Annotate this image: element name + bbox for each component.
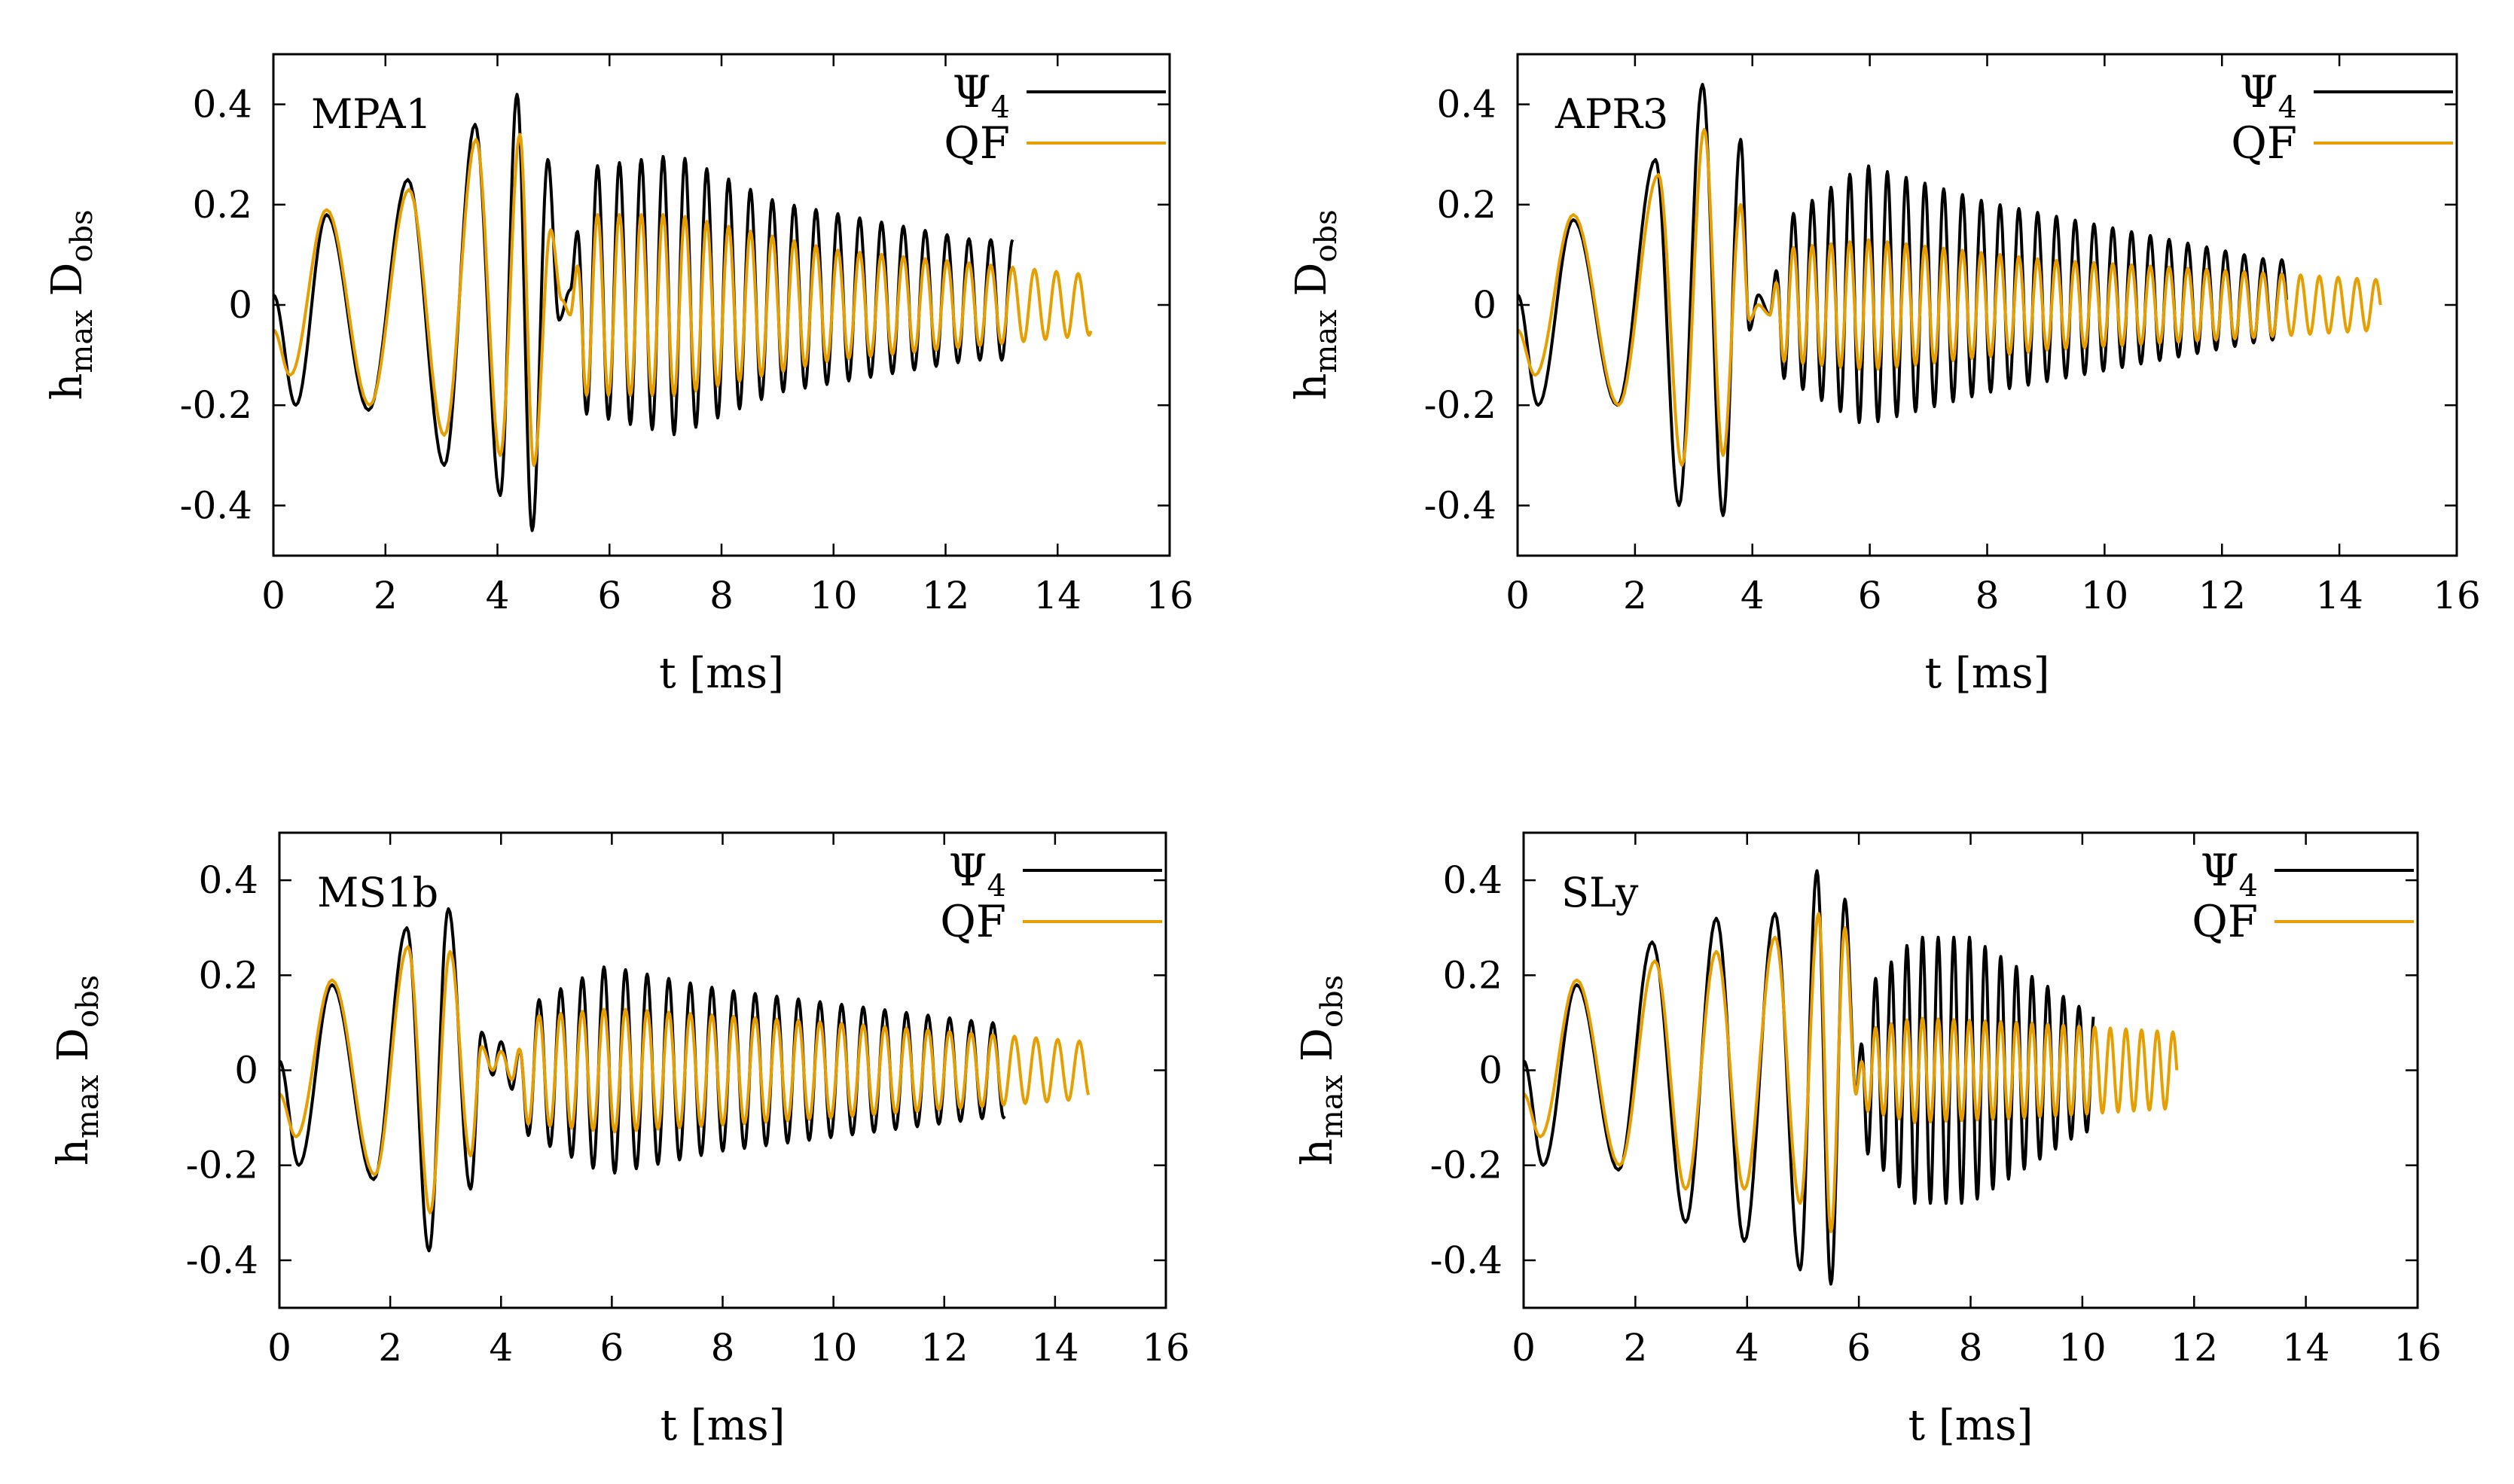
x-tick-label: 14 <box>2315 574 2363 617</box>
x-tick-label: 0 <box>267 1326 291 1370</box>
y-tick-label: -0.2 <box>1424 383 1497 427</box>
panel-title: APR3 <box>1554 90 1668 138</box>
legend-label-psi4: Ψ4 <box>949 845 1006 904</box>
legend-label-qf: QF <box>944 117 1010 169</box>
x-tick-label: 8 <box>1959 1326 1983 1370</box>
y-tick-label: 0.2 <box>1436 183 1497 227</box>
y-tick-label: -0.2 <box>186 1144 258 1187</box>
legend-label-qf: QF <box>940 896 1006 947</box>
y-axis-label: hmax Dobs <box>1293 975 1350 1166</box>
x-tick-label: 4 <box>1741 574 1765 617</box>
series-psi4-line <box>273 93 1014 532</box>
x-axis-label: t [ms] <box>1908 1401 2033 1450</box>
y-tick-label: 0 <box>234 1049 258 1092</box>
x-axis-label: t [ms] <box>659 649 784 698</box>
legend-label-psi4: Ψ4 <box>953 66 1010 125</box>
x-tick-label: 12 <box>2170 1326 2218 1370</box>
y-tick-label: -0.4 <box>1424 483 1497 527</box>
x-tick-label: 4 <box>1735 1326 1759 1370</box>
x-tick-label: 10 <box>2081 574 2129 617</box>
x-tick-label: 16 <box>1146 574 1194 617</box>
x-tick-label: 6 <box>1847 1326 1871 1370</box>
x-tick-label: 6 <box>600 1326 624 1370</box>
x-tick-label: 8 <box>711 1326 735 1370</box>
y-axis-label: hmax Dobs <box>1287 209 1344 400</box>
x-tick-label: 12 <box>920 1326 969 1370</box>
plot-frame <box>278 831 1167 1309</box>
plot-frame <box>1516 53 2458 557</box>
y-tick-label: 0.4 <box>1442 858 1503 902</box>
x-tick-label: 4 <box>489 1326 513 1370</box>
y-tick-label: -0.4 <box>180 483 252 527</box>
y-tick-label: 0.2 <box>192 183 252 227</box>
x-tick-label: 2 <box>374 574 398 617</box>
series-qf-line <box>1518 127 2382 468</box>
y-tick-label: -0.4 <box>1430 1239 1503 1282</box>
y-tick-label: 0.4 <box>198 858 258 902</box>
legend-label-qf: QF <box>2192 896 2258 947</box>
y-tick-label: 0.2 <box>198 953 258 997</box>
y-axis-label: hmax Dobs <box>49 975 105 1166</box>
x-tick-label: 14 <box>2282 1326 2330 1370</box>
x-tick-label: 6 <box>1858 574 1882 617</box>
panel-title: SLy <box>1561 869 1639 916</box>
x-tick-label: 0 <box>1512 1326 1536 1370</box>
x-tick-label: 16 <box>2433 574 2481 617</box>
x-tick-label: 2 <box>1623 1326 1647 1370</box>
y-tick-label: 0.4 <box>192 83 252 126</box>
y-tick-label: 0.4 <box>1436 83 1497 126</box>
y-tick-label: 0 <box>1478 1049 1503 1092</box>
x-tick-label: 14 <box>1031 1326 1079 1370</box>
x-tick-label: 2 <box>1623 574 1647 617</box>
x-tick-label: 16 <box>2393 1326 2442 1370</box>
x-tick-label: 10 <box>810 1326 858 1370</box>
x-tick-label: 4 <box>486 574 510 617</box>
x-tick-label: 6 <box>597 574 621 617</box>
x-tick-label: 12 <box>2198 574 2246 617</box>
x-tick-label: 0 <box>1506 574 1530 617</box>
x-tick-label: 8 <box>1976 574 2000 617</box>
y-tick-label: -0.2 <box>180 383 252 427</box>
legend-label-psi4: Ψ4 <box>2201 845 2258 904</box>
plot-frame <box>1522 831 2419 1309</box>
legend-label-psi4: Ψ4 <box>2240 66 2297 125</box>
x-tick-label: 16 <box>1142 1326 1190 1370</box>
y-tick-label: 0 <box>1472 283 1497 327</box>
x-tick-label: 8 <box>709 574 734 617</box>
x-tick-label: 2 <box>378 1326 402 1370</box>
x-tick-label: 14 <box>1033 574 1082 617</box>
y-axis-label: hmax Dobs <box>43 209 99 400</box>
x-axis-label: t [ms] <box>1925 649 2050 698</box>
legend-label-qf: QF <box>2231 117 2297 169</box>
y-tick-label: 0.2 <box>1442 953 1503 997</box>
x-tick-label: 10 <box>2058 1326 2107 1370</box>
series-qf-line <box>1524 912 2179 1233</box>
y-tick-label: -0.4 <box>186 1239 258 1282</box>
plot-frame <box>272 53 1171 557</box>
series-qf-line <box>273 133 1093 468</box>
x-tick-label: 10 <box>810 574 858 617</box>
y-tick-label: 0 <box>228 283 252 327</box>
panel-title: MPA1 <box>311 90 432 138</box>
series-qf-line <box>279 945 1090 1214</box>
x-tick-label: 12 <box>922 574 970 617</box>
x-tick-label: 0 <box>261 574 285 617</box>
panel-title: MS1b <box>317 869 438 916</box>
y-tick-label: -0.2 <box>1430 1144 1503 1187</box>
x-axis-label: t [ms] <box>661 1401 786 1450</box>
